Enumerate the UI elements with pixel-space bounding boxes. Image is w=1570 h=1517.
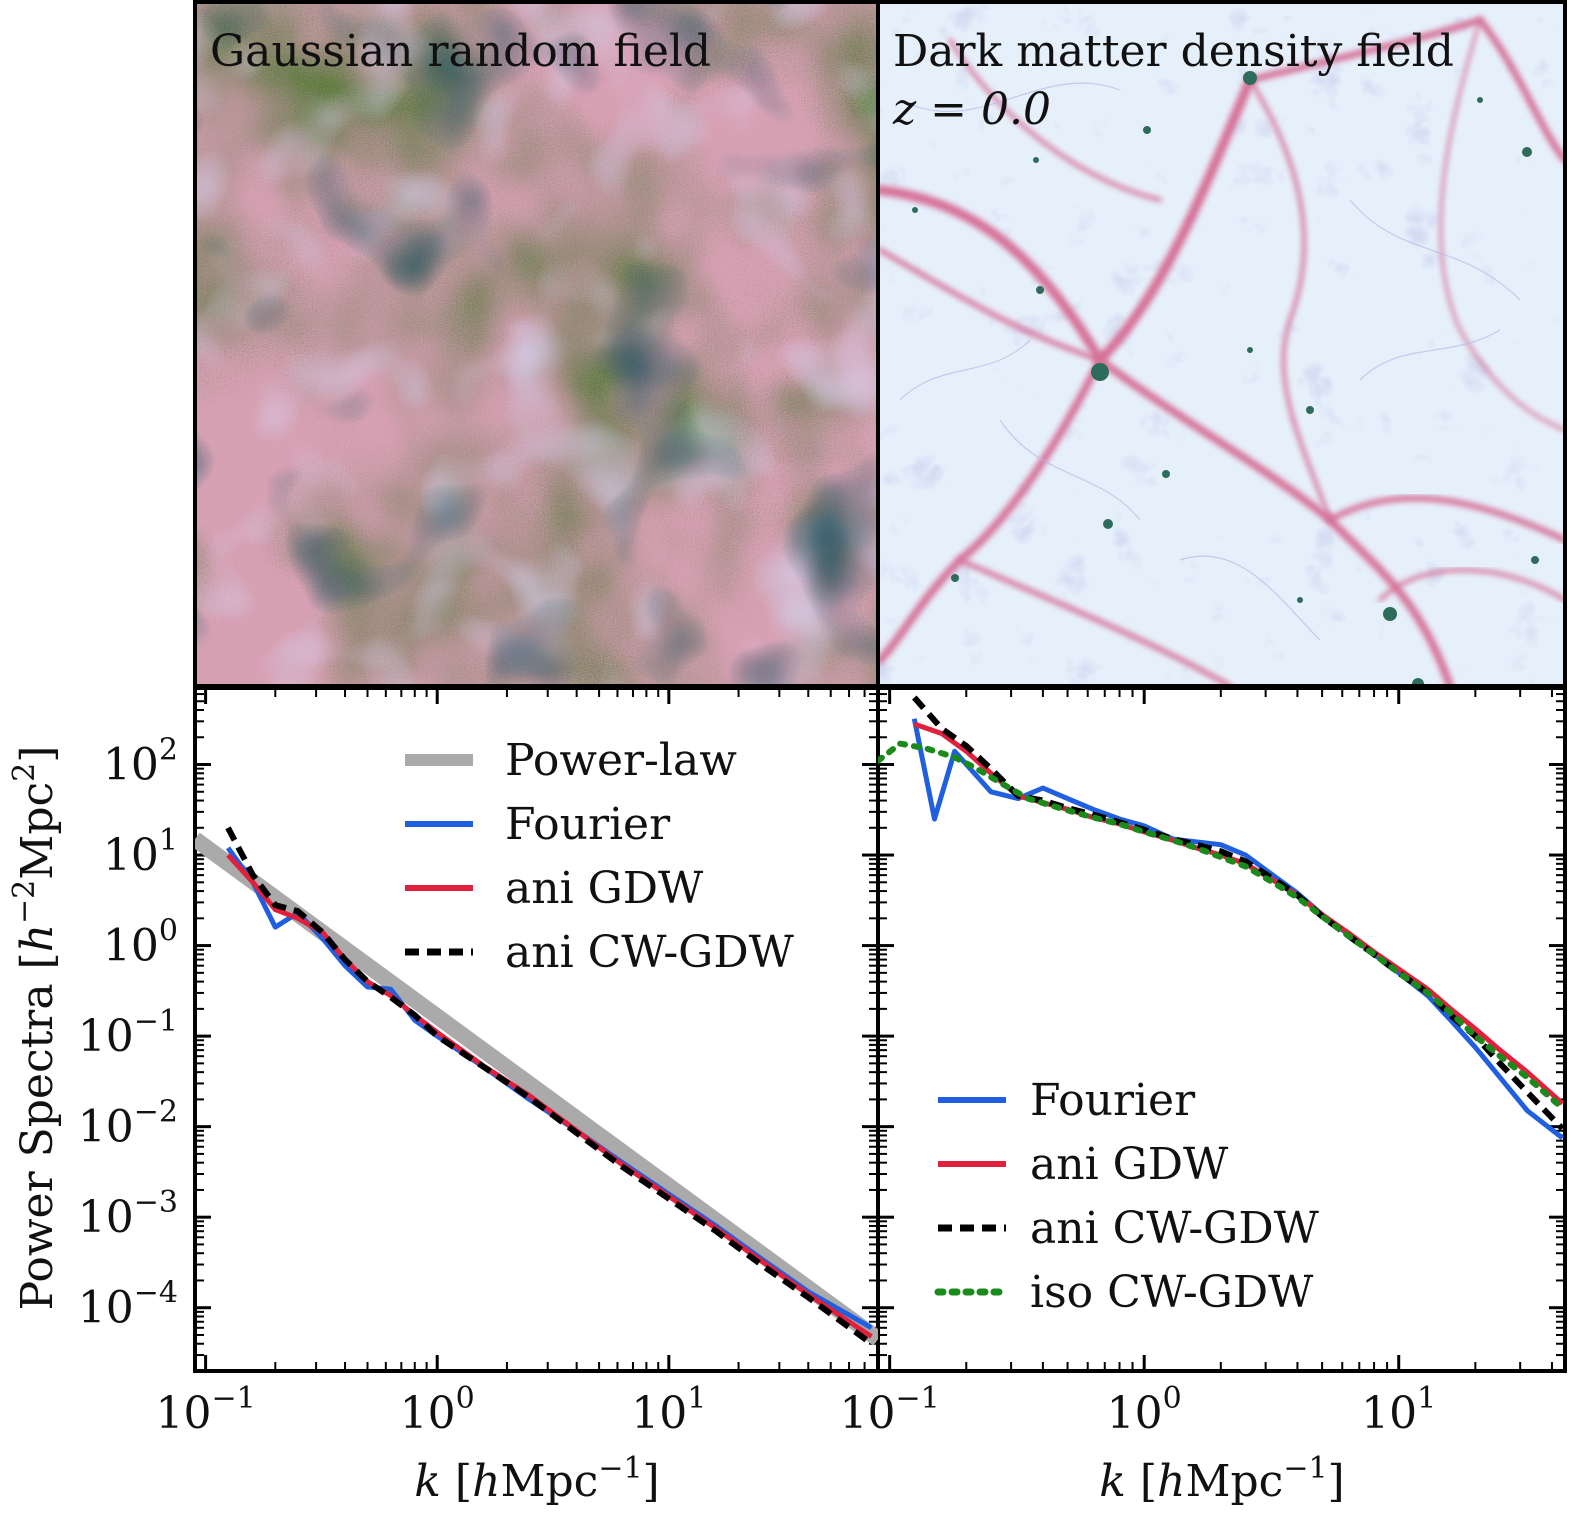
x-tick-label: 101 bbox=[631, 1381, 706, 1439]
dark-matter-field-image bbox=[878, 2, 1565, 686]
gaussian-field-label: Gaussian random field bbox=[210, 26, 711, 77]
legend-label-power-law: Power-law bbox=[505, 735, 737, 786]
x-tick-label: 100 bbox=[1107, 1381, 1182, 1439]
axis-ticks bbox=[194, 687, 879, 1372]
legend-label-ani-cw-gdw: ani CW-GDW bbox=[505, 927, 795, 978]
legend: Fourier ani GDW ani CW-GDW iso CW-GDW bbox=[934, 1075, 1320, 1318]
power-spectrum-plot-right: 10−1 100 101 Fourier ani GDW ani CW-GDW iso CW… bbox=[840, 687, 1565, 1439]
legend-label-ani-gdw: ani GDW bbox=[1030, 1139, 1229, 1190]
series-line-iso-cw-gdw bbox=[878, 740, 1565, 1112]
x-axis-label-right: k [hMpc−1] bbox=[1099, 1451, 1344, 1507]
legend-label-ani-cw-gdw: ani CW-GDW bbox=[1030, 1203, 1320, 1254]
legend-label-fourier: Fourier bbox=[505, 799, 671, 850]
series-line-ani-gdw bbox=[913, 721, 1565, 1106]
y-tick-label: 102 bbox=[103, 733, 178, 791]
series-line-ani-cw-gdw bbox=[225, 826, 874, 1347]
y-tick-label: 10−3 bbox=[78, 1185, 178, 1243]
legend-label-iso-cw-gdw: iso CW-GDW bbox=[1030, 1267, 1314, 1318]
x-tick-label: 101 bbox=[1361, 1381, 1436, 1439]
series-line-fourier bbox=[911, 718, 1565, 1140]
legend: Power-law Fourier ani GDW ani CW-GDW bbox=[405, 735, 795, 978]
series-group bbox=[195, 826, 878, 1347]
y-tick-label: 100 bbox=[103, 914, 178, 972]
dark-matter-label: Dark matter density field bbox=[893, 26, 1454, 77]
series-line-ani-cw-gdw bbox=[912, 695, 1565, 1131]
x-axis-label-left: k [hMpc−1] bbox=[414, 1451, 659, 1507]
series-group bbox=[878, 695, 1565, 1140]
redshift-label: z = 0.0 bbox=[892, 84, 1051, 135]
y-axis-label: Power Spectra [h−2Mpc2] bbox=[7, 746, 63, 1311]
legend-label-ani-gdw: ani GDW bbox=[505, 863, 704, 914]
legend-label-fourier: Fourier bbox=[1030, 1075, 1196, 1126]
x-tick-label: 10−1 bbox=[155, 1381, 255, 1439]
x-tick-label: 100 bbox=[400, 1381, 475, 1439]
halo-nodes bbox=[912, 71, 1539, 686]
y-tick-label: 101 bbox=[103, 823, 178, 881]
x-tick-label: 10−1 bbox=[840, 1381, 940, 1439]
gaussian-field-image bbox=[195, 2, 878, 686]
y-tick-label: 10−1 bbox=[78, 1004, 178, 1062]
y-tick-label: 10−2 bbox=[78, 1095, 178, 1153]
y-tick-label: 10−4 bbox=[78, 1276, 178, 1334]
power-spectrum-plot-left: 10−1 100 101 102 101 100 10−1 10−2 10−3 10−4 Power… bbox=[78, 687, 879, 1439]
